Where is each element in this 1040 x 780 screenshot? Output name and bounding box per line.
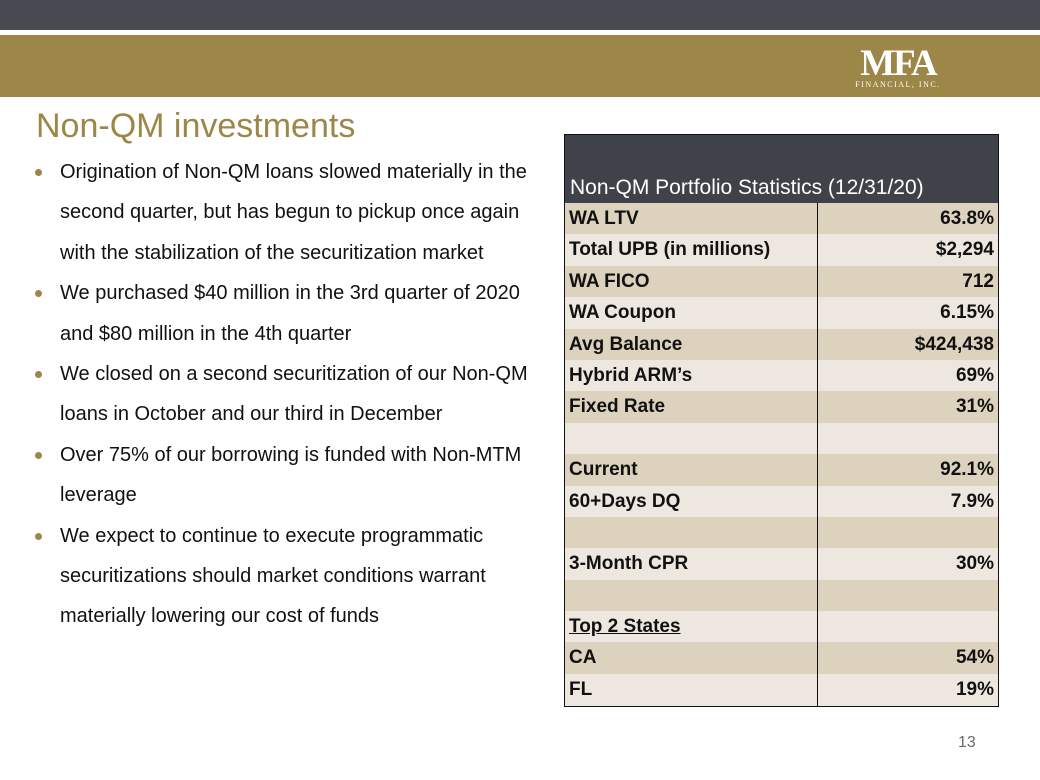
table-row: CA 54% [565, 642, 998, 674]
bullet-text: Origination of Non-QM loans slowed mater… [60, 161, 527, 264]
row-value: 7.9% [950, 490, 994, 512]
bullet-list: Origination of Non-QM loans slowed mater… [30, 152, 540, 637]
table-row: Avg Balance $424,438 [565, 328, 998, 360]
gold-banner [0, 35, 1040, 97]
table-row-blank [565, 579, 998, 612]
row-label [565, 423, 818, 454]
bullet-icon [35, 371, 42, 379]
row-label: CA [569, 647, 597, 669]
row-value [818, 517, 998, 548]
table-row: Current 92.1% [565, 454, 998, 486]
bullet-item: We purchased $40 million in the 3rd quar… [30, 273, 540, 354]
row-label: Avg Balance [569, 333, 683, 355]
bullet-icon [35, 532, 42, 540]
bullet-item: Origination of Non-QM loans slowed mater… [30, 152, 540, 273]
row-label [565, 517, 818, 548]
row-label: FL [569, 678, 593, 700]
row-value: 63.8% [940, 208, 994, 229]
row-label: Top 2 States [569, 616, 681, 638]
logo-wordmark: MFA [860, 43, 938, 84]
table-row: Fixed Rate 31% [565, 391, 998, 423]
row-value: 54% [955, 647, 994, 669]
row-value: $2,294 [935, 239, 994, 261]
row-value: 30% [955, 553, 994, 575]
portfolio-stats-table: Non-QM Portfolio Statistics (12/31/20) W… [564, 134, 999, 707]
table-row: WA Coupon 6.15% [565, 297, 998, 329]
row-label: WA Coupon [569, 302, 676, 324]
row-label: WA LTV [569, 208, 639, 229]
bullet-text: Over 75% of our borrowing is funded with… [60, 443, 522, 507]
bullet-text: We closed on a second securitization of … [60, 363, 528, 426]
table-row: Top 2 States [565, 611, 998, 643]
row-label: Hybrid ARM’s [569, 364, 693, 386]
row-value [818, 611, 998, 642]
table-row: 60+Days DQ 7.9% [565, 485, 998, 517]
row-label: Current [569, 459, 638, 481]
table-row: WA FICO 712 [565, 265, 998, 298]
row-value: 6.15% [940, 302, 994, 324]
bullet-icon [35, 451, 42, 459]
bullet-item: We closed on a second securitization of … [30, 354, 540, 435]
logo-subtitle: FINANCIAL, INC. [855, 80, 941, 89]
row-value: 31% [955, 396, 994, 418]
bullet-text: We purchased $40 million in the 3rd quar… [60, 282, 520, 345]
row-label: 60+Days DQ [569, 490, 681, 512]
column-divider [817, 203, 818, 706]
table-row-blank [565, 516, 998, 549]
row-label: 3-Month CPR [569, 553, 689, 575]
mfa-logo: MFA FINANCIAL, INC. [848, 44, 948, 92]
bullet-item: Over 75% of our borrowing is funded with… [30, 435, 540, 516]
bullet-icon [35, 169, 42, 176]
bullet-icon [35, 290, 42, 298]
page-number: 13 [958, 734, 976, 751]
row-value: 19% [955, 678, 994, 700]
row-label [565, 580, 818, 611]
bullet-text: We expect to continue to execute program… [60, 524, 486, 628]
row-label: Fixed Rate [569, 396, 666, 418]
row-value: 69% [955, 364, 994, 386]
table-row: 3-Month CPR 30% [565, 548, 998, 580]
row-value [818, 423, 998, 454]
row-value: 712 [962, 270, 994, 292]
slide-title: Non-QM investments [36, 107, 356, 145]
row-value [818, 580, 998, 611]
table-row: FL 19% [565, 673, 998, 706]
row-value: 92.1% [940, 459, 994, 481]
top-header-bar [0, 0, 1040, 30]
header-separator [0, 30, 1040, 35]
table-row-blank [565, 422, 998, 455]
row-label: WA FICO [569, 270, 650, 292]
row-label: Total UPB (in millions) [569, 239, 771, 261]
table-row: WA LTV 63.8% [565, 203, 998, 235]
table-row: Total UPB (in millions) $2,294 [565, 234, 998, 266]
bullet-item: We expect to continue to execute program… [30, 516, 540, 637]
row-value: $424,438 [914, 333, 994, 355]
table-title: Non-QM Portfolio Statistics (12/31/20) [565, 135, 998, 203]
table-row: Hybrid ARM’s 69% [565, 359, 998, 392]
